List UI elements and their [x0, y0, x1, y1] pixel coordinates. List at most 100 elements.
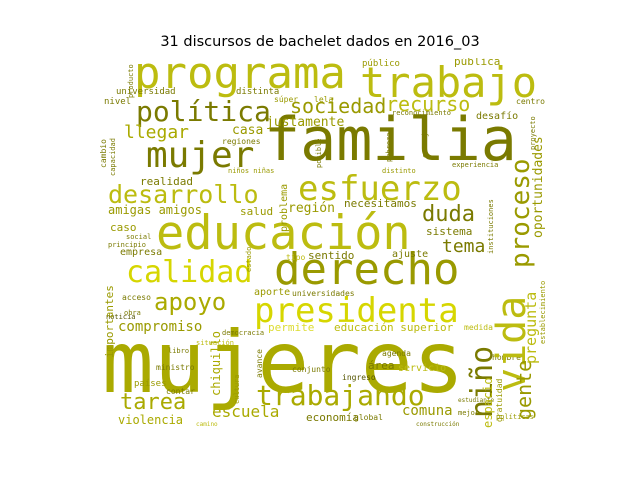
word-recurso: recurso — [386, 92, 471, 116]
chart-title: 31 discursos de bachelet dados en 2016_0… — [160, 34, 480, 50]
word-medida: medida — [464, 323, 493, 332]
word-sentido: sentido — [308, 249, 355, 262]
word-ministro: ministro — [156, 363, 195, 372]
word-ajuste: ajuste — [392, 249, 429, 260]
word-principio: principio — [108, 241, 146, 249]
word-universidad: universidad — [116, 87, 176, 97]
word-gratuidad: gratuidad — [495, 378, 504, 422]
word-experiencia: experiencia — [452, 161, 499, 169]
word-justamente: justamente — [266, 115, 345, 130]
word-construccion: construcción — [416, 421, 460, 428]
word-caso: caso — [110, 221, 137, 234]
word-ingreso: ingreso — [342, 373, 376, 382]
word-establecimiento: establecimiento — [539, 280, 547, 344]
word-empresa: empresa — [120, 247, 163, 258]
word-realidad: realidad — [140, 175, 193, 188]
word-distinta: distinta — [236, 87, 280, 97]
word-cloud: mujeres familia educación derecho progra… — [96, 58, 550, 428]
word-agenda: agenda — [382, 349, 411, 358]
word-conjunto: conjunto — [292, 365, 331, 374]
word-apoyo: apoyo — [154, 288, 227, 316]
word-mejor: mejor — [458, 409, 480, 417]
word-amigas-amigos: amigas amigos — [108, 203, 202, 217]
word-escuela: escuela — [212, 402, 280, 421]
word-familia: familia — [264, 105, 517, 175]
word-posible: posible — [315, 138, 323, 168]
word-capacidad: capacidad — [109, 138, 117, 176]
word-oportunidades: oportunidades — [531, 136, 546, 238]
word-espacio: espacio — [481, 377, 495, 428]
word-violencia: violencia — [118, 413, 184, 427]
word-pregunta: pregunta — [522, 291, 540, 364]
word-sociedad: sociedad — [290, 94, 387, 118]
word-obra: obra — [124, 309, 141, 317]
word-ninos-ninas: niños niñas — [228, 167, 275, 175]
word-libro: libro — [168, 347, 190, 355]
word-cultura: cultura — [233, 374, 241, 404]
word-politica: política — [136, 95, 271, 128]
word-gente: gente — [512, 359, 536, 420]
word-situacion: situación — [196, 339, 234, 347]
word-regiones: regiones — [222, 137, 261, 146]
word-mujeres: mujeres — [102, 313, 465, 413]
word-estudiante: estudiante — [458, 397, 495, 404]
word-avance: avance — [255, 349, 264, 378]
word-tarea: tarea — [120, 390, 187, 415]
word-necesitamos: necesitamos — [344, 197, 417, 210]
word-educacion-superior: educación superior — [334, 321, 454, 334]
word-cambio: cambio — [99, 139, 108, 168]
word-economia: economía — [306, 411, 359, 424]
word-casa: casa — [232, 123, 264, 138]
word-contar: contar — [166, 387, 195, 396]
word-camino: camino — [196, 421, 218, 428]
word-presidenta: presidenta — [254, 291, 459, 331]
word-pobreza: pobreza — [385, 132, 393, 162]
word-salud: salud — [240, 205, 274, 218]
word-esfuerzo: esfuerzo — [298, 169, 462, 209]
word-producto: producto — [127, 64, 135, 98]
word-permite: permite — [268, 321, 315, 334]
word-comuna: comuna — [402, 403, 453, 419]
word-lela: lela — [314, 95, 334, 104]
word-global: global — [354, 413, 383, 422]
word-trabajo: trabajo — [360, 58, 538, 107]
word-tema: tema — [442, 236, 486, 257]
word-importantes: importantes — [103, 285, 116, 358]
word-nivel: nivel — [104, 97, 132, 107]
word-super: súper — [274, 95, 299, 104]
word-consejo: consejo — [421, 128, 429, 158]
word-democracia: democracia — [222, 329, 265, 337]
word-reconocimiento: reconocimiento — [392, 109, 452, 117]
word-universidades: universidades — [292, 289, 355, 298]
word-trabajando: trabajando — [256, 379, 425, 412]
word-politicas: políticas — [496, 413, 534, 421]
word-derecho: derecho — [274, 244, 460, 295]
word-noticia: noticia — [106, 313, 136, 321]
word-distinto: distinto — [382, 167, 416, 175]
word-problema: problema — [279, 183, 290, 232]
word-educacion: educación — [156, 206, 411, 261]
word-acceso: acceso — [122, 293, 151, 302]
word-calidad: calidad — [126, 255, 253, 290]
word-aporte: aporte — [254, 287, 291, 298]
word-paises: países — [134, 379, 167, 389]
word-tipo: tipo — [286, 253, 306, 262]
word-social: social — [126, 233, 152, 241]
word-mujer: mujer — [146, 135, 255, 176]
word-sistema: sistema — [426, 225, 473, 238]
word-region: región — [288, 201, 335, 216]
word-area: área — [368, 359, 395, 372]
word-compromiso: compromiso — [118, 319, 203, 335]
word-desarrollo: desarrollo — [108, 180, 259, 209]
word-programa: programa — [134, 58, 346, 99]
word-servicio: servicio — [398, 363, 447, 374]
word-llegar: llegar — [124, 122, 190, 143]
word-publico: público — [362, 59, 400, 69]
word-duda: duda — [422, 202, 475, 227]
word-publica: pública — [454, 58, 501, 68]
word-instituciones: instituciones — [487, 199, 495, 254]
word-centro: centro — [516, 97, 545, 106]
word-desafio: desafío — [476, 111, 519, 122]
word-hombre: hombre — [492, 353, 521, 362]
word-proyecto: proyecto — [529, 116, 537, 150]
